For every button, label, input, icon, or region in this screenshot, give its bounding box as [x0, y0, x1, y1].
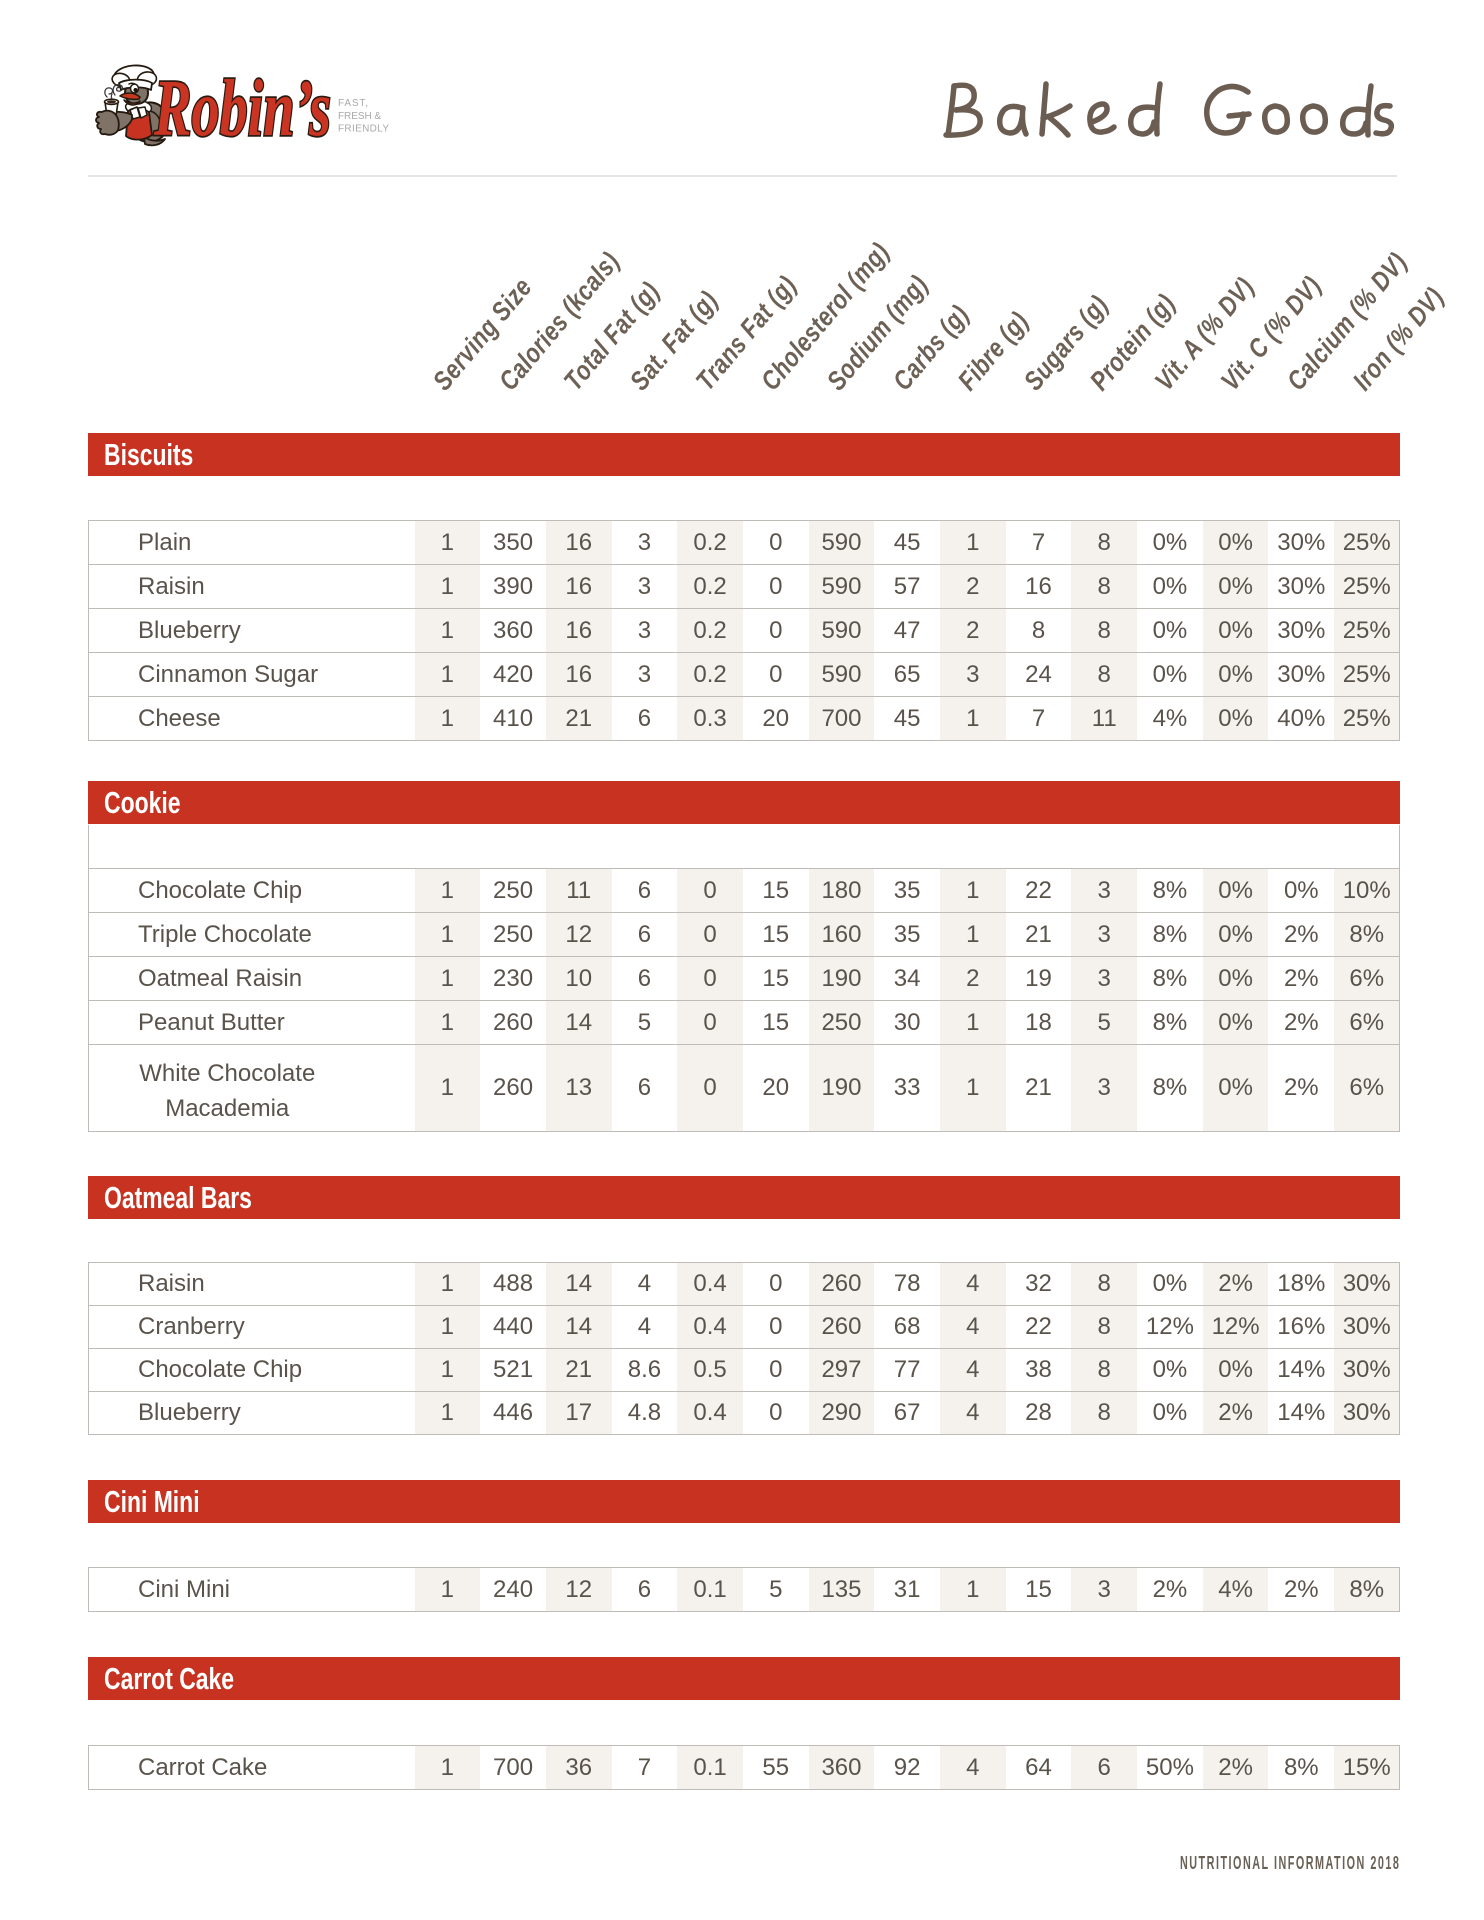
svg-text:FAST,: FAST,: [338, 98, 368, 109]
svg-text:FRESH &: FRESH &: [338, 111, 381, 122]
svg-text:FRIENDLY: FRIENDLY: [338, 124, 389, 135]
svg-text:Robin’s: Robin’s: [153, 63, 331, 153]
